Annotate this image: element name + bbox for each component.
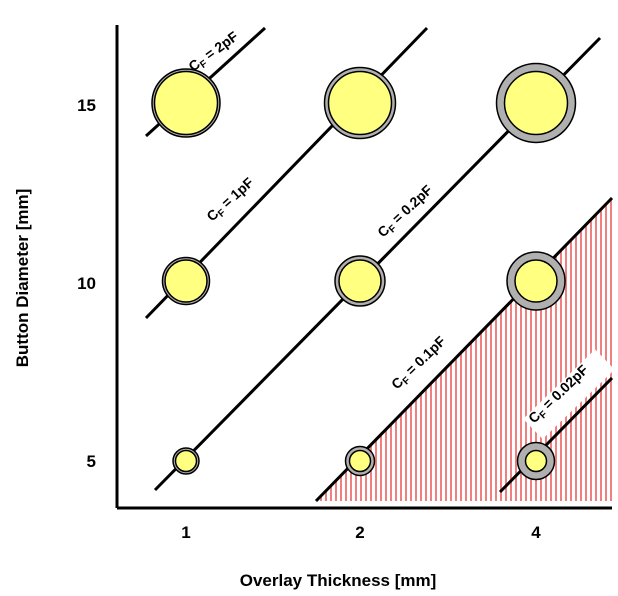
button-marker: [174, 449, 198, 473]
x-tick-label: 2: [355, 523, 364, 542]
cf-label-2pf: CF = 2pF: [185, 28, 243, 77]
x-tick-labels: 1 2 4: [181, 523, 541, 542]
cf-label-background-0.02pf: [523, 349, 615, 440]
y-tick-label: 15: [77, 96, 96, 115]
button-marker: [327, 70, 393, 136]
y-tick-label: 5: [87, 452, 96, 471]
cf-line-0.02pf: [498, 376, 614, 494]
button-marker: [503, 70, 569, 136]
button-marker: [338, 259, 382, 303]
y-tick-label: 10: [77, 274, 96, 293]
button-markers: [151, 62, 577, 481]
button-marker: [348, 449, 372, 473]
y-axis-title: Button Diameter [mm]: [13, 189, 32, 368]
button-marker: [164, 259, 208, 303]
cf-label-1pf: CF = 1pF: [203, 174, 258, 227]
button-marker: [524, 449, 548, 473]
x-tick-label: 1: [181, 523, 190, 542]
button-marker: [514, 259, 558, 303]
y-tick-labels: 5 10 15: [77, 96, 96, 471]
button-marker: [153, 70, 219, 136]
x-axis-title: Overlay Thickness [mm]: [240, 571, 437, 590]
x-tick-label: 4: [531, 523, 541, 542]
